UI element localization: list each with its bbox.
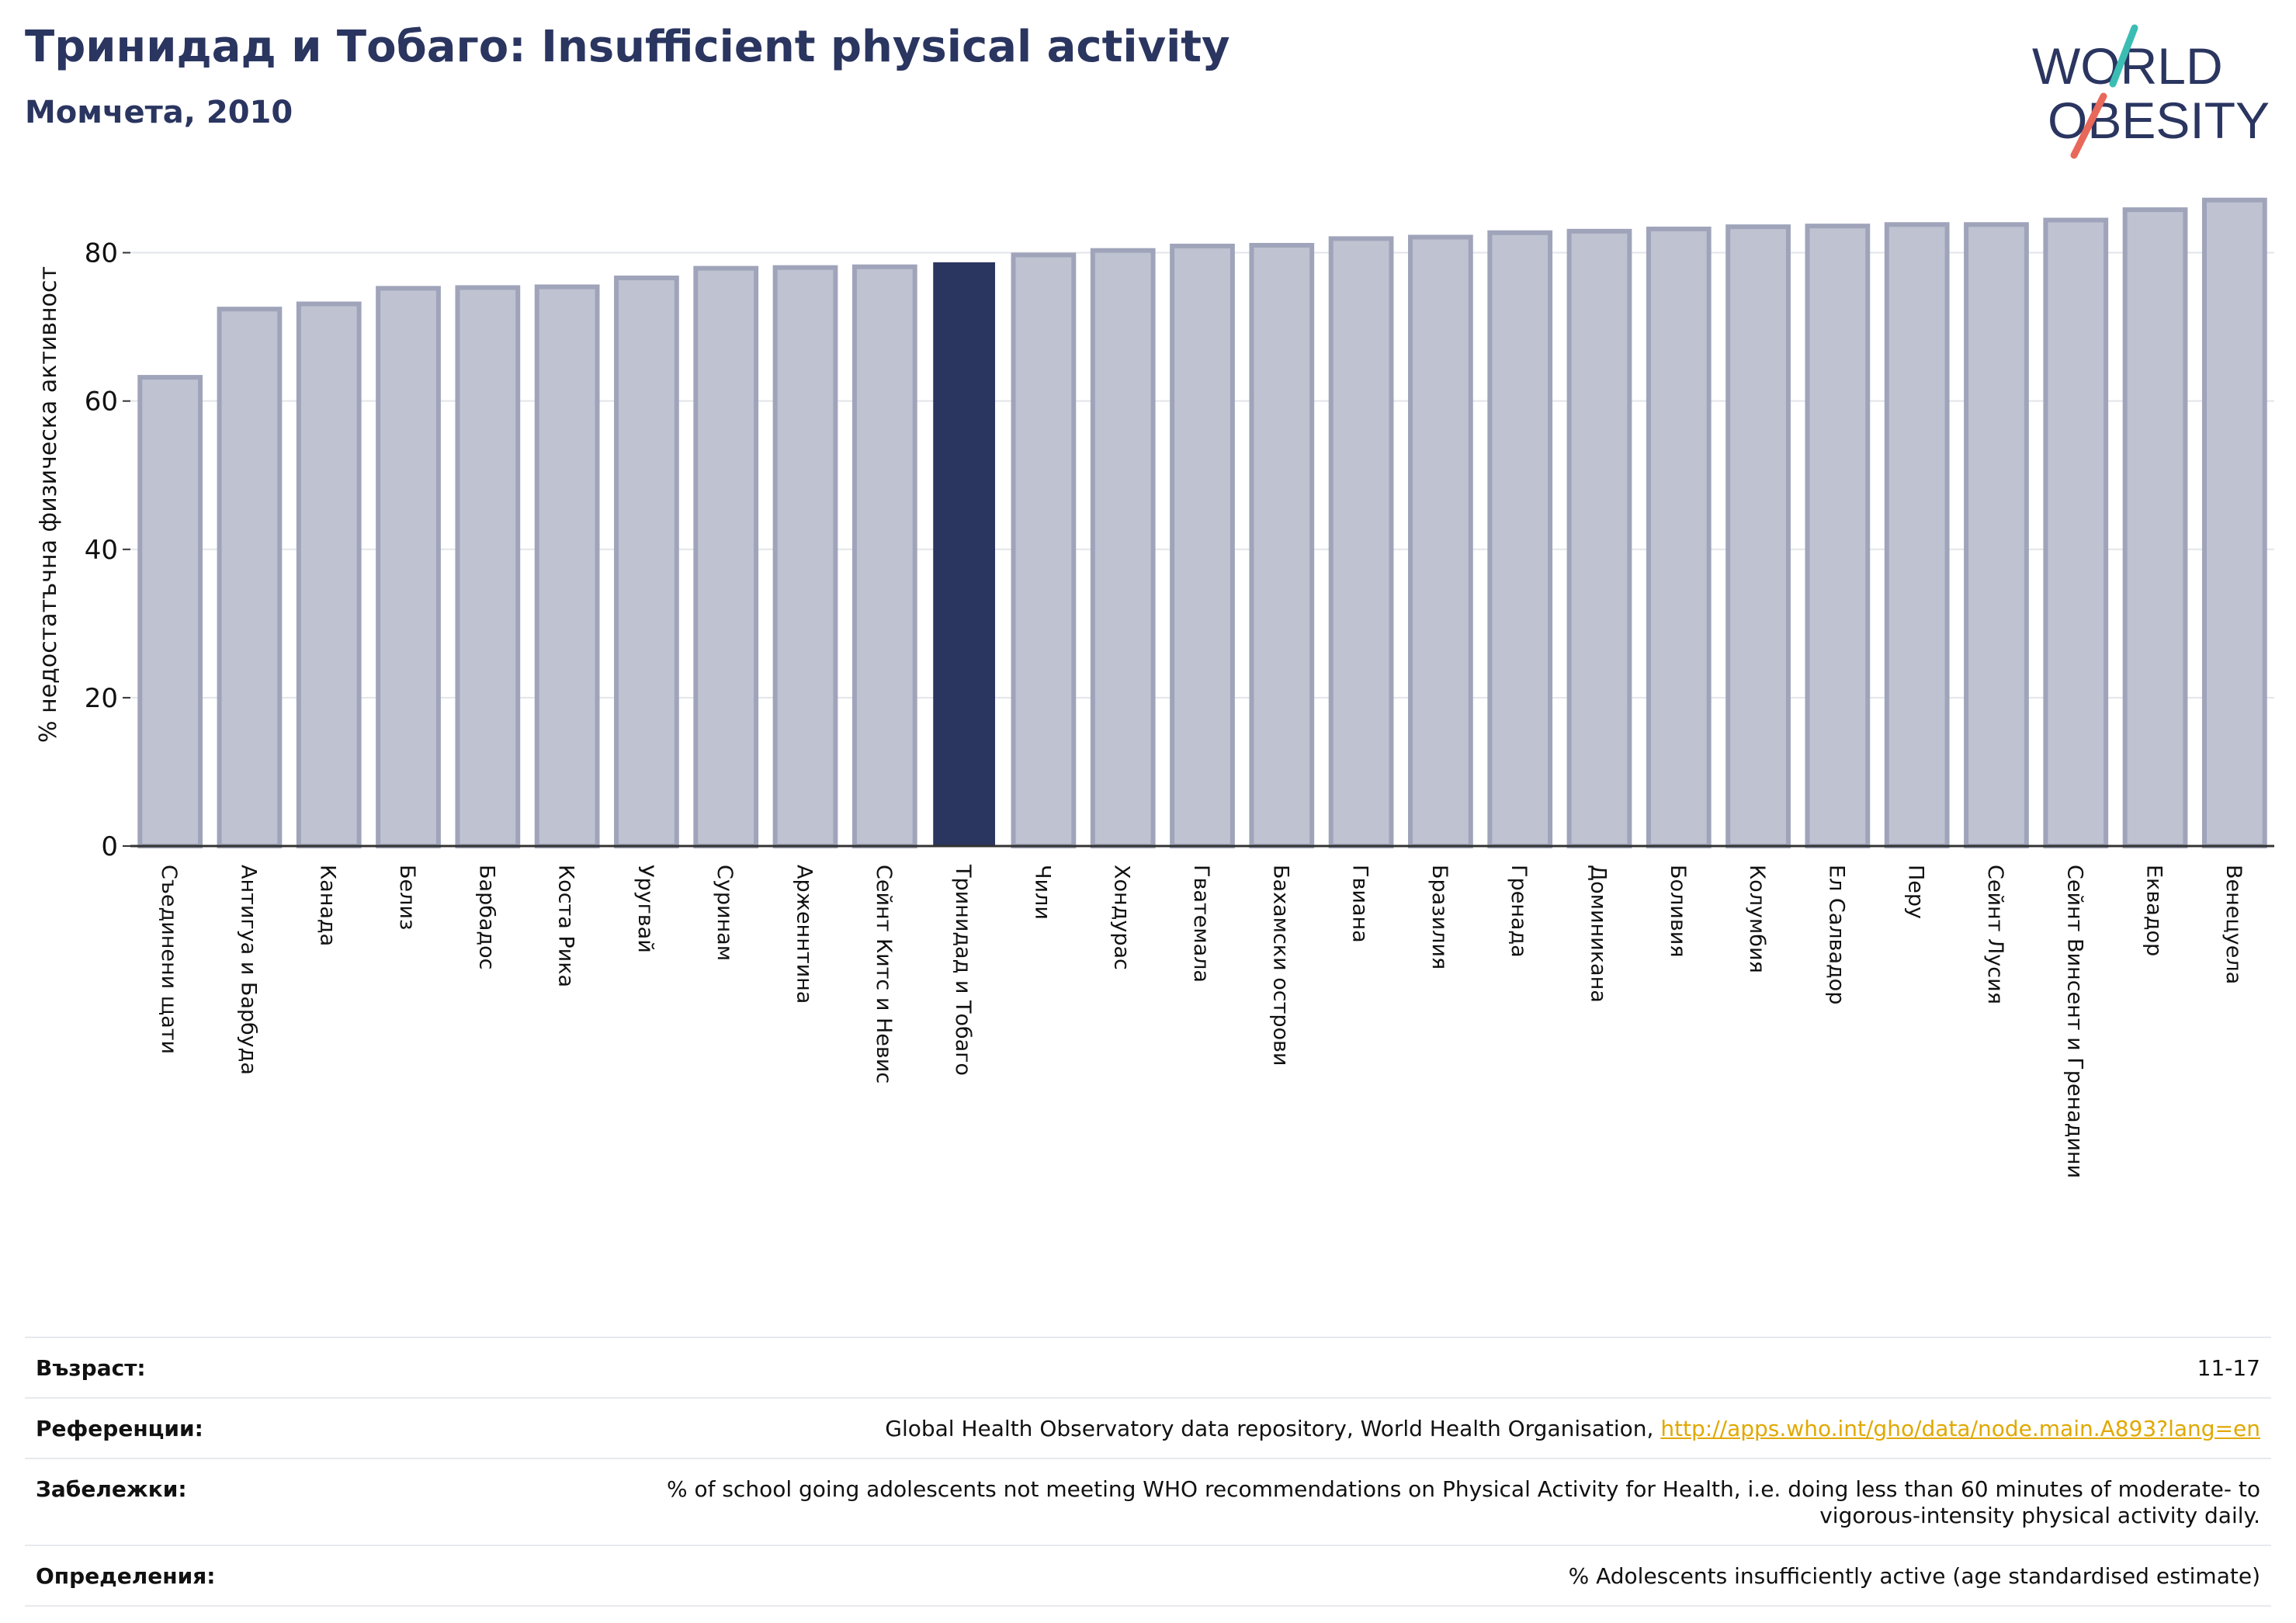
x-tick-label: Сейнт Лусия — [1983, 865, 2007, 1004]
x-tick-label: Колумбия — [1745, 865, 1769, 973]
page-title: Тринидад и Тобаго: Insufficient physical… — [25, 22, 1230, 72]
x-tick-label: Уругвай — [633, 865, 657, 953]
bar — [217, 307, 283, 848]
info-row-references: Референции: Global Health Observatory da… — [25, 1397, 2271, 1458]
page-subtitle: Момчета, 2010 — [25, 95, 293, 130]
info-label-age: Възраст: — [36, 1355, 146, 1381]
bar — [1170, 243, 1235, 848]
y-tick-label: 40 — [85, 535, 118, 566]
x-tick-label: Тринидад и Тобаго — [951, 864, 975, 1076]
bar — [614, 276, 679, 848]
x-tick-label: Гватемала — [1189, 865, 1213, 983]
info-label-notes: Забележки: — [36, 1476, 187, 1502]
x-tick-label: Суринам — [713, 865, 737, 961]
x-tick-label: Белиз — [395, 865, 419, 930]
bar — [296, 301, 362, 848]
reference-link[interactable]: http://apps.who.int/gho/data/node.main.A… — [1660, 1416, 2260, 1441]
x-tick-label: Канада — [316, 865, 340, 946]
world-obesity-logo: WORLD OBESITY — [2032, 24, 2270, 159]
info-value-age: 11-17 — [2197, 1355, 2260, 1381]
bar — [1090, 248, 1156, 848]
x-tick-label: Гвиана — [1348, 865, 1372, 943]
info-value-references: Global Health Observatory data repositor… — [885, 1416, 2260, 1442]
bar — [455, 285, 521, 848]
x-tick-label: Хондурас — [1110, 865, 1134, 970]
x-tick-label: Боливия — [1666, 865, 1690, 958]
x-tick-label: Сейнт Винсент и Гренадини — [2062, 865, 2086, 1178]
x-tick-label: Перу — [1904, 865, 1928, 919]
bar — [1805, 224, 1871, 848]
x-tick-label: Съединени щати — [157, 865, 181, 1054]
info-value-definitions: % Adolescents insufficiently active (age… — [1568, 1563, 2260, 1589]
x-tick-label: Бразилия — [1427, 865, 1451, 969]
bar — [1328, 236, 1394, 848]
x-tick-label: Барбадос — [474, 865, 498, 969]
bar — [137, 375, 203, 849]
info-row-definitions: Определения: % Adolescents insufficientl… — [25, 1545, 2271, 1607]
bar — [1964, 222, 2029, 848]
info-label-definitions: Определения: — [36, 1563, 216, 1589]
x-tick-label: Гренада — [1507, 865, 1531, 958]
bar — [1884, 222, 1950, 848]
x-tick-label: Антигуа и Барбуда — [236, 865, 260, 1075]
x-tick-label: Венецуела — [2221, 865, 2246, 984]
bar — [2201, 197, 2267, 848]
bar — [534, 284, 600, 848]
info-table: Възраст: 11-17 Референции: Global Health… — [25, 1337, 2271, 1607]
y-tick-label: 0 — [101, 831, 118, 862]
y-tick-label: 80 — [85, 238, 118, 269]
info-row-notes: Забележки: % of school going adolescents… — [25, 1458, 2271, 1545]
bar — [1646, 226, 1712, 848]
logo-slash-coral — [2070, 92, 2107, 159]
x-tick-label: Арженнтина — [793, 865, 817, 1004]
y-tick-label: 20 — [85, 683, 118, 714]
x-tick-label: Коста Рика — [554, 865, 578, 987]
bar — [1566, 228, 1632, 849]
y-axis: 0 20 40 60 80 — [85, 238, 130, 862]
x-axis: Съединени щати Антигуа и Барбуда Канада Бел… — [130, 844, 2274, 1178]
x-tick-label: Сейнт Китс и Невис — [872, 865, 896, 1084]
x-tick-label: Ел Салвадор — [1824, 865, 1848, 1004]
bar-chart: 0 20 40 60 80 Съединени щати Антигуа и Барбуд… — [35, 197, 2274, 1178]
bar — [2043, 217, 2109, 848]
logo-slash-teal — [2109, 24, 2138, 88]
bar — [376, 286, 441, 848]
bar — [772, 265, 838, 848]
info-value-notes: % of school going adolescents not meetin… — [666, 1476, 2260, 1528]
reference-text: Global Health Observatory data repositor… — [885, 1416, 1661, 1441]
bar — [1249, 243, 1315, 848]
bar — [851, 264, 917, 848]
x-tick-label: Еквадор — [2142, 865, 2166, 956]
bar — [693, 265, 759, 849]
bar — [1487, 230, 1553, 848]
info-row-age: Възраст: 11-17 — [25, 1337, 2271, 1397]
bar — [2122, 207, 2188, 848]
x-tick-label: Чили — [1030, 865, 1054, 920]
x-tick-label: Бахамски острови — [1268, 865, 1292, 1066]
bar — [1011, 252, 1077, 848]
bar — [1725, 224, 1791, 849]
chart-bars — [137, 197, 2267, 849]
y-axis-label: % недостатъчна физическа активност — [35, 266, 62, 743]
info-label-references: Референции: — [36, 1416, 203, 1441]
bar — [1408, 234, 1473, 848]
x-tick-label: Доминикана — [1586, 865, 1610, 1003]
y-tick-label: 60 — [85, 387, 118, 418]
bar — [933, 262, 995, 847]
